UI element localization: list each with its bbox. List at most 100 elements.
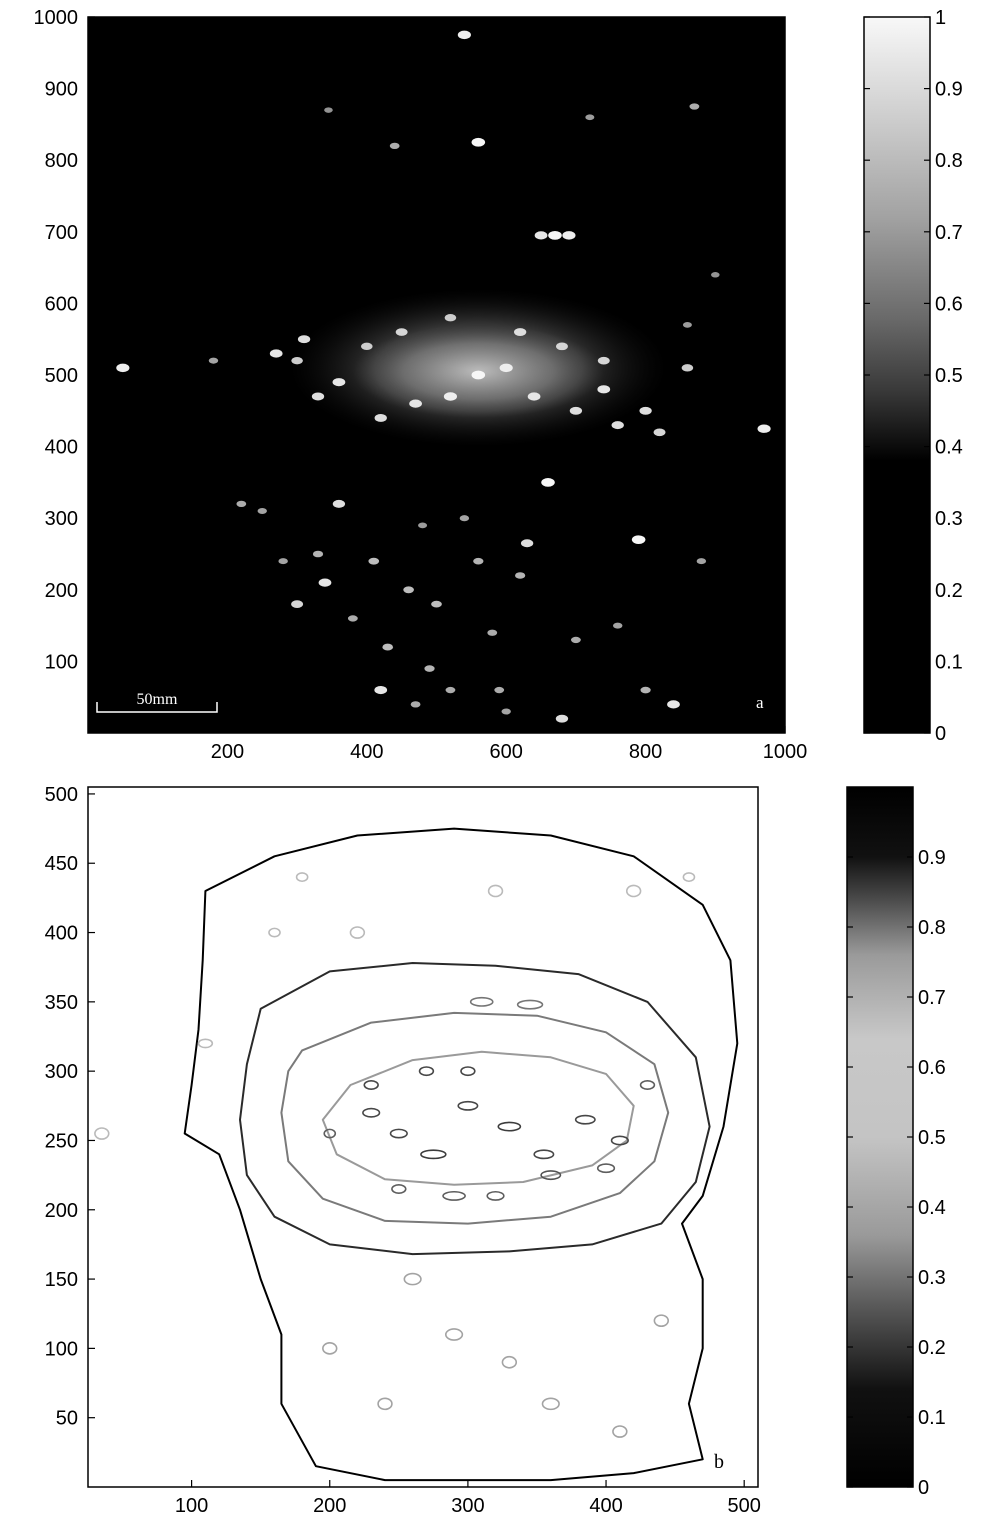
panel-a-spot bbox=[534, 231, 548, 240]
panel-b-contour-blob bbox=[516, 999, 544, 1010]
panel-b-contour-blob bbox=[363, 1080, 379, 1090]
panel-a-spot bbox=[116, 363, 130, 373]
panel-a-spot bbox=[410, 701, 421, 708]
panel-b-y-axis: 50 100 150 200 250 300 350 400 450 500 bbox=[45, 784, 95, 1430]
panel-a-spot bbox=[631, 535, 646, 545]
panel-b-contour-blob bbox=[541, 1397, 560, 1411]
panel-a-spot bbox=[611, 421, 624, 430]
panel-a-spot bbox=[457, 30, 471, 40]
panel-a-spot bbox=[312, 550, 324, 558]
panel-b-contour-blob bbox=[268, 927, 281, 938]
panel-a-spot bbox=[257, 508, 267, 515]
panel-a-spot bbox=[443, 392, 458, 401]
panel-b-contour-blob bbox=[295, 872, 309, 883]
panel-a-spot bbox=[409, 399, 422, 408]
panel-b-x-tick-label: 100 bbox=[175, 1495, 208, 1517]
panel-a-y-tick-label: 800 bbox=[45, 150, 78, 172]
panel-a-spot bbox=[689, 103, 700, 110]
panel-b-y-tick-label: 350 bbox=[45, 992, 78, 1014]
panel-a-colorbar-tick-label: 0.1 bbox=[935, 651, 963, 673]
panel-b-x-tick-label: 200 bbox=[313, 1495, 346, 1517]
panel-a-spot bbox=[395, 328, 408, 336]
panel-a-spot bbox=[361, 342, 373, 351]
panel-a-colorbar-tick-label: 1 bbox=[935, 7, 946, 29]
panel-a-x-tick-label: 400 bbox=[350, 741, 383, 763]
panel-a-x-tick-label: 800 bbox=[629, 741, 662, 763]
panel-a-spot bbox=[487, 629, 498, 636]
panel-b-colorbar-tick-label: 0.3 bbox=[918, 1267, 946, 1289]
panel-a-colorbar-gradient bbox=[863, 16, 931, 734]
panel-b-colorbar-tick-label: 0.6 bbox=[918, 1057, 946, 1079]
panel-b-y-tick-label: 200 bbox=[45, 1200, 78, 1222]
panel-a-colorbar-tick-label: 0.8 bbox=[935, 150, 963, 172]
panel-a-spot bbox=[569, 406, 583, 415]
panel-a-spot bbox=[473, 557, 484, 565]
panel-a-spot bbox=[269, 349, 283, 358]
panel-a-spot bbox=[527, 392, 541, 401]
panel-b-contour-blob bbox=[610, 1135, 629, 1146]
panel-b-y-tick-label: 250 bbox=[45, 1130, 78, 1152]
panel-b-y-tick-label: 400 bbox=[45, 923, 78, 945]
panel-a-spot bbox=[555, 714, 569, 723]
panel-b-contour-blob bbox=[533, 1149, 555, 1160]
panel-a-spot bbox=[291, 600, 304, 608]
panel-b-y-tick-label: 50 bbox=[56, 1408, 78, 1430]
panel-b-contour-line bbox=[239, 962, 711, 1256]
panel-a-colorbar-tick-label: 0.3 bbox=[935, 508, 963, 530]
panel-a-spot bbox=[471, 370, 486, 380]
panel-b-contour-blob bbox=[501, 1355, 518, 1369]
panel-b-colorbar-tick-label: 0.1 bbox=[918, 1407, 946, 1429]
panel-a-spot bbox=[757, 424, 771, 433]
panel-a-spot bbox=[374, 414, 387, 422]
panel-a-spot bbox=[571, 636, 581, 644]
panel-b-contour-line bbox=[280, 1011, 670, 1225]
panel-b-contour-blob bbox=[653, 1314, 670, 1328]
panel-a-colorbar: 0 0.1 0.2 0.3 0.4 0.5 0.6 0.7 0.8 0.9 1 bbox=[863, 7, 963, 745]
panel-a-y-tick-label: 300 bbox=[45, 508, 78, 530]
panel-a-spot bbox=[640, 686, 651, 694]
panel-a-spot bbox=[324, 107, 333, 113]
panel-b-contour-blob bbox=[639, 1080, 656, 1090]
panel-b-contour-blob bbox=[322, 1342, 338, 1355]
panel-a-spot bbox=[711, 272, 720, 278]
panel-a-spot bbox=[520, 539, 534, 548]
panel-a-spot bbox=[597, 356, 610, 365]
panel-a-spot bbox=[513, 328, 527, 337]
panel-a-spot bbox=[418, 522, 428, 529]
panel-a-spot bbox=[548, 231, 562, 240]
panel-b-colorbar-tick-label: 0.9 bbox=[918, 847, 946, 869]
panel-a-spot bbox=[541, 478, 555, 487]
panel-a-spot bbox=[291, 356, 303, 365]
scale-bar-line bbox=[96, 702, 218, 713]
panel-b-contour-blob bbox=[625, 884, 642, 898]
panel-b-contour-blob bbox=[469, 996, 494, 1007]
panel-a-y-tick-label: 600 bbox=[45, 293, 78, 315]
panel-a-spot bbox=[444, 314, 457, 322]
panel-a-spot bbox=[403, 586, 414, 594]
panel-a-y-tick-label: 900 bbox=[45, 79, 78, 101]
panel-a-y-tick-label: 400 bbox=[45, 437, 78, 459]
panel-a-y-tick-label: 200 bbox=[45, 580, 78, 602]
panel-a-spot bbox=[318, 578, 332, 587]
panel-a-spot bbox=[424, 665, 435, 672]
panel-a-spot bbox=[236, 500, 247, 508]
panel-b-colorbar-tick-label: 0 bbox=[918, 1477, 929, 1499]
panel-b-y-tick-label: 450 bbox=[45, 853, 78, 875]
panel-a-label: a bbox=[756, 693, 764, 712]
panel-b-colorbar-tick-label: 0.7 bbox=[918, 987, 946, 1009]
panel-b-colorbar-gradient bbox=[846, 786, 914, 1488]
panel-a-spot bbox=[499, 363, 513, 373]
panel-a-colorbar-tick-label: 0.7 bbox=[935, 222, 963, 244]
panel-b-contour-blob bbox=[486, 1190, 505, 1201]
panel-a-spot bbox=[445, 686, 456, 694]
panel-b-contour-blob bbox=[442, 1190, 466, 1201]
panel-a-intensity-field bbox=[290, 289, 667, 447]
panel-a-spot bbox=[667, 700, 680, 709]
panel-a-spot bbox=[208, 357, 219, 364]
panel-b-x-tick-label: 500 bbox=[727, 1495, 760, 1517]
panel-a-spot bbox=[585, 114, 595, 121]
panel-a-spot bbox=[374, 685, 388, 695]
panel-b-contour-blob bbox=[612, 1425, 628, 1438]
panel-a-colorbar-tick-label: 0.4 bbox=[935, 437, 963, 459]
